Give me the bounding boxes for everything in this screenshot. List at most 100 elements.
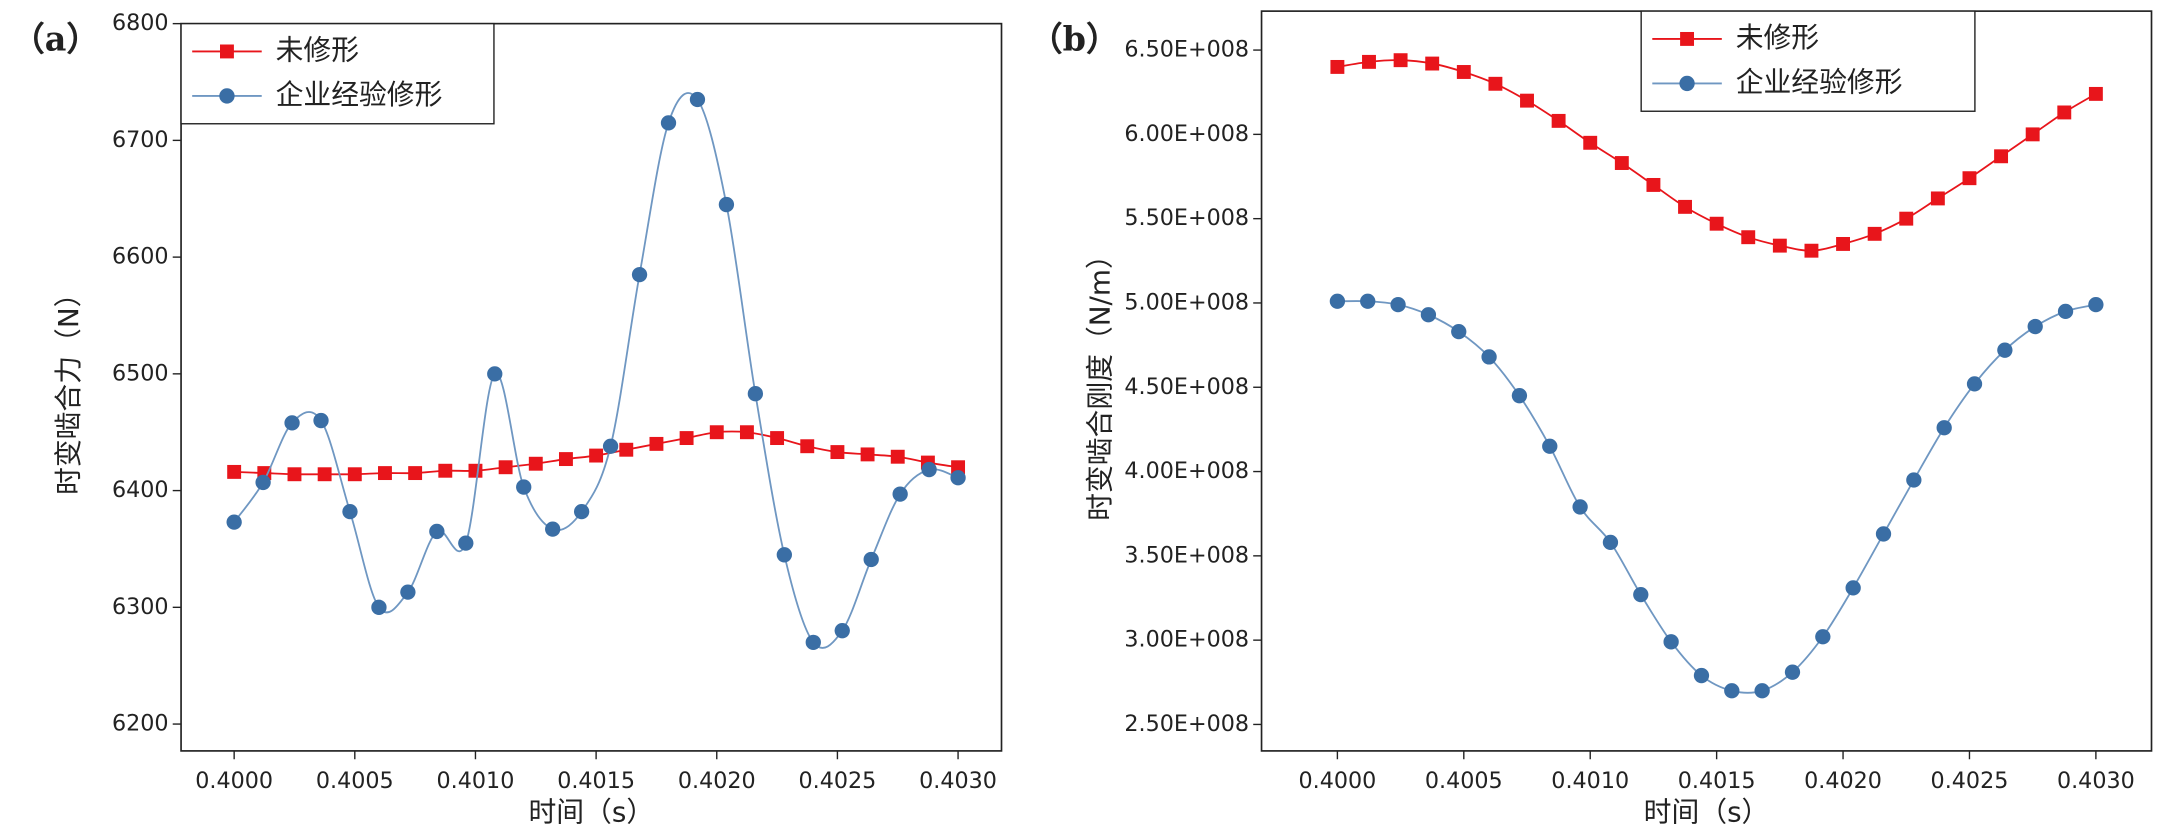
marker <box>313 412 329 429</box>
marker <box>2088 296 2104 313</box>
marker <box>1572 499 1588 515</box>
marker <box>347 467 362 482</box>
y-axis-label: 时变啮合刚度（N/m） <box>1084 241 1117 521</box>
marker <box>408 466 423 481</box>
marker <box>718 196 735 213</box>
marker <box>1754 683 1770 699</box>
marker <box>1709 216 1724 231</box>
legend-marker <box>1679 75 1695 92</box>
marker <box>709 425 724 440</box>
y-tick-label: 6.50E+008 <box>1124 37 1249 63</box>
marker <box>1678 199 1692 214</box>
plot-frame <box>1260 10 2153 752</box>
marker <box>255 474 271 491</box>
marker <box>1360 293 1376 309</box>
legend-label: 企业经验修形 <box>1736 65 1903 98</box>
marker <box>516 479 532 495</box>
marker <box>287 467 302 482</box>
marker <box>317 467 332 482</box>
marker <box>1633 586 1649 603</box>
marker <box>1481 349 1497 365</box>
marker <box>1875 526 1892 542</box>
marker <box>1724 683 1740 699</box>
marker <box>1390 296 1406 313</box>
y-tick-label: 6600 <box>112 244 169 270</box>
marker <box>1899 211 1914 226</box>
y-tick-label: 2.50E+008 <box>1124 711 1249 737</box>
marker <box>890 449 905 464</box>
y-tick-label: 6500 <box>112 360 169 386</box>
legend-marker <box>1680 31 1695 46</box>
marker <box>2088 86 2103 101</box>
legend-label: 未修形 <box>276 33 359 66</box>
marker <box>342 503 358 520</box>
marker <box>805 634 821 650</box>
marker <box>649 436 664 451</box>
marker <box>2025 127 2040 142</box>
x-tick-label: 0.4030 <box>2057 768 2135 794</box>
x-tick-label: 0.4020 <box>678 768 756 794</box>
y-tick-label: 6300 <box>112 594 169 620</box>
x-axis-label: 时间（s） <box>528 795 654 826</box>
y-tick-label: 4.00E+008 <box>1124 458 1249 484</box>
marker <box>1329 293 1346 309</box>
x-tick-label: 0.4010 <box>437 768 515 794</box>
marker <box>689 91 706 108</box>
x-tick-label: 0.4025 <box>799 768 877 794</box>
marker <box>1994 149 2009 164</box>
x-tick-label: 0.4030 <box>919 768 997 794</box>
y-tick-label: 3.50E+008 <box>1124 542 1249 568</box>
marker <box>1906 472 1922 488</box>
marker <box>1425 56 1440 71</box>
series-line <box>233 92 959 649</box>
marker <box>747 386 764 402</box>
x-tick-label: 0.4010 <box>1551 768 1629 794</box>
marker <box>1663 634 1679 650</box>
legend-box <box>1640 10 1976 112</box>
marker <box>227 464 242 479</box>
marker <box>1741 230 1756 245</box>
marker <box>2057 303 2074 320</box>
panel-label: （a） <box>11 20 99 59</box>
marker <box>487 366 503 382</box>
marker <box>1451 323 1467 340</box>
series-line <box>1337 300 2097 694</box>
legend-marker <box>219 88 235 104</box>
marker <box>834 623 850 639</box>
marker <box>438 463 453 478</box>
marker <box>950 470 966 486</box>
x-tick-label: 0.4020 <box>1804 768 1882 794</box>
marker <box>371 599 387 615</box>
y-tick-label: 6200 <box>112 711 169 737</box>
marker <box>1583 135 1598 150</box>
y-tick-label: 6.00E+008 <box>1124 121 1249 147</box>
marker <box>1693 667 1710 684</box>
y-tick-label: 6700 <box>112 127 169 153</box>
x-axis-label: 时间（s） <box>1644 795 1770 826</box>
y-tick-label: 4.50E+008 <box>1124 374 1249 400</box>
marker <box>830 445 845 460</box>
marker <box>619 442 634 457</box>
marker <box>1393 53 1408 68</box>
marker <box>284 415 300 431</box>
marker <box>951 460 966 475</box>
marker <box>1646 177 1661 192</box>
marker <box>1772 238 1787 253</box>
marker <box>679 431 694 446</box>
marker <box>1804 243 1819 258</box>
legend-marker <box>220 44 234 59</box>
plot-frame <box>180 22 1003 752</box>
marker <box>739 425 754 440</box>
marker <box>498 460 513 475</box>
marker <box>545 521 561 537</box>
marker <box>1966 376 1983 392</box>
marker <box>1602 534 1619 551</box>
marker <box>1936 420 1952 436</box>
marker <box>1614 156 1629 170</box>
marker <box>378 466 392 481</box>
x-tick-label: 0.4015 <box>1678 768 1756 794</box>
marker <box>776 547 792 563</box>
marker <box>1420 307 1437 323</box>
